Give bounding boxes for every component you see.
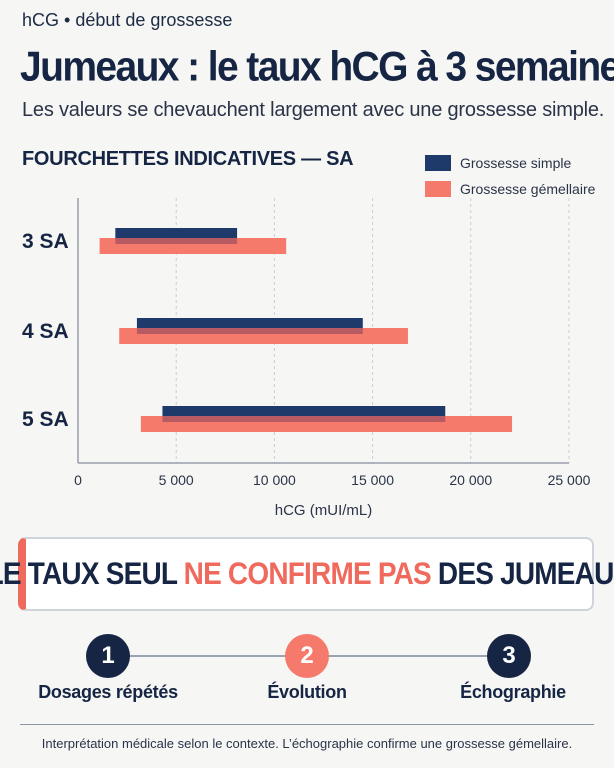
bar-overlap-2 — [162, 416, 446, 422]
x-tick-label-3: 15 000 — [351, 472, 394, 488]
kicker: hCG • début de grossesse — [22, 10, 233, 30]
step-2-circle: 2 — [285, 634, 329, 678]
chart-legend: Grossesse simple Grossesse gémellaire — [425, 150, 595, 202]
page-title: Jumeaux : le taux hCG à 3 semaines — [20, 44, 614, 91]
callout-part-1: LE TAUX SEUL — [0, 556, 184, 591]
x-tick-label-0: 0 — [74, 472, 82, 488]
callout-highlight: NE CONFIRME PAS — [183, 556, 432, 591]
chart-section-label: FOURCHETTES INDICATIVES — SA — [22, 148, 354, 170]
callout-text: LE TAUX SEUL NE CONFIRME PAS DES JUMEAUX — [0, 556, 614, 592]
category-label-2: 5 SA — [22, 408, 69, 431]
footnote: Interprétation médicale selon le context… — [41, 736, 573, 751]
step-2-number: 2 — [300, 642, 314, 669]
step-1-circle: 1 — [86, 634, 130, 678]
step-2-label: Évolution — [267, 682, 347, 702]
step-3-circle: 3 — [487, 634, 531, 678]
category-label-1: 4 SA — [22, 320, 69, 343]
step-connector-1 — [128, 655, 286, 657]
x-tick-label-4: 20 000 — [449, 472, 492, 488]
subtitle: Les valeurs se chevauchent largement ave… — [22, 99, 605, 121]
step-1-label: Dosages répétés — [38, 682, 178, 702]
bar-overlap-0 — [115, 238, 238, 244]
legend-item-twin: Grossesse gémellaire — [425, 176, 595, 202]
step-connector-2 — [328, 655, 488, 657]
step-1-number: 1 — [101, 642, 115, 669]
callout-part-2: DES JUMEAUX — [430, 556, 614, 591]
legend-label-simple: Grossesse simple — [460, 155, 572, 171]
step-3-label: Échographie — [460, 682, 566, 702]
footer-divider — [20, 724, 594, 725]
range-chart: 0 5 000 10 000 15 000 20 000 25 000 hCG (mUI/m… — [22, 198, 591, 519]
legend-swatch-simple — [425, 155, 451, 171]
legend-item-simple: Grossesse simple — [425, 150, 595, 176]
legend-label-twin: Grossesse gémellaire — [460, 181, 596, 197]
x-tick-label-2: 10 000 — [253, 472, 296, 488]
bar-overlap-1 — [136, 328, 363, 334]
x-tick-label-5: 25 000 — [548, 472, 591, 488]
x-tick-label-1: 5 000 — [159, 472, 194, 488]
legend-swatch-twin — [425, 181, 451, 197]
category-label-0: 3 SA — [22, 230, 69, 253]
key-message-callout: LE TAUX SEUL NE CONFIRME PAS DES JUMEAUX — [0, 537, 614, 611]
x-axis-label: hCG (mUI/mL) — [275, 502, 373, 519]
step-3-number: 3 — [502, 642, 516, 669]
